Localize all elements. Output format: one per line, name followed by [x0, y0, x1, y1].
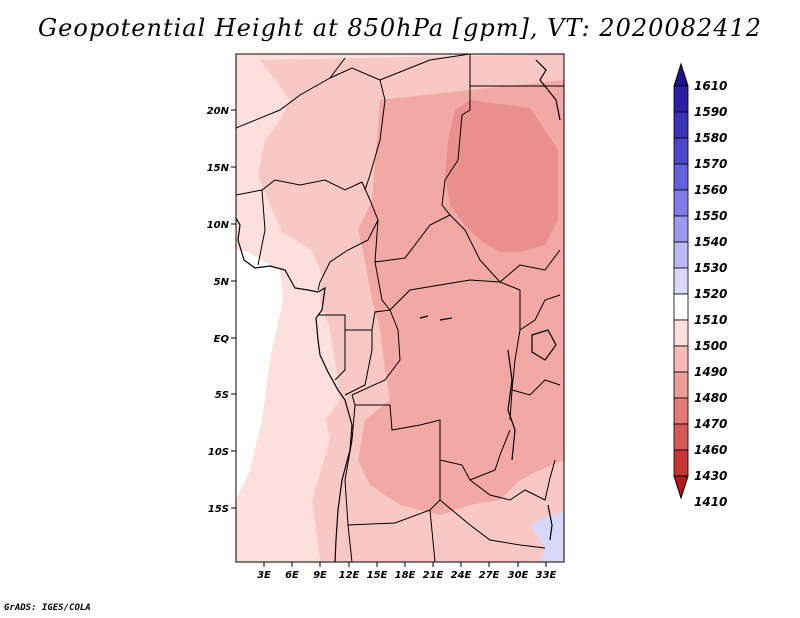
colorbar-segment	[673, 241, 689, 269]
colorbar-label: 1490	[694, 365, 727, 379]
lon-label: 6E	[285, 570, 299, 581]
plot-frame	[235, 53, 565, 563]
coastline	[236, 59, 561, 562]
colorbar-label: 1590	[694, 105, 727, 119]
colorbar-segment	[673, 137, 689, 165]
lon-label: 21E	[423, 570, 444, 581]
lat-label: EQ	[214, 334, 230, 345]
colorbar-segment	[673, 449, 689, 477]
lon-axis	[263, 562, 547, 567]
colorbar-label: 1430	[694, 469, 727, 483]
lat-label: 15S	[208, 504, 229, 515]
colorbar-segment	[673, 293, 689, 321]
colorbar-label: 1520	[694, 287, 727, 301]
colorbar-bottom-arrow	[673, 475, 689, 500]
colorbar-label: 1460	[694, 443, 727, 457]
lat-label: 5S	[215, 390, 229, 401]
lon-label: 24E	[451, 570, 472, 581]
map-title: Geopotential Height at 850hPa [gpm], VT:…	[38, 14, 762, 42]
colorbar-label: 1470	[694, 417, 727, 431]
lon-label: 15E	[367, 570, 388, 581]
colorbar-segment	[673, 189, 689, 217]
colorbar-label: 1570	[694, 157, 727, 171]
colorbar-label: 1560	[694, 183, 727, 197]
colorbar-label: 1510	[694, 313, 727, 327]
lat-axis	[231, 109, 236, 509]
colorbar-segment	[673, 319, 689, 347]
colorbar-segment	[673, 85, 689, 113]
field-shading	[236, 54, 564, 562]
colorbar-segment	[673, 111, 689, 139]
shading-1470	[445, 100, 558, 252]
grads-credit: GrADS: IGES/COLA	[4, 603, 91, 613]
lat-label: 5N	[214, 277, 230, 288]
colorbar-label: 1580	[694, 131, 727, 145]
colorbar-label: 1550	[694, 209, 727, 223]
colorbar-segment	[673, 215, 689, 243]
colorbar-label: 1530	[694, 261, 727, 275]
colorbar-top-arrow	[673, 62, 689, 87]
lat-label: 15N	[207, 163, 230, 174]
colorbar-segment	[673, 371, 689, 399]
colorbar-label: 1610	[694, 79, 727, 93]
colorbar-segment	[673, 267, 689, 295]
lon-label: 27E	[479, 570, 500, 581]
lon-label: 3E	[257, 570, 271, 581]
shading-1520	[530, 512, 564, 562]
lat-label: 10S	[208, 447, 229, 458]
lon-label: 30E	[508, 570, 529, 581]
colorbar: 1610 1590 1580 1570 1560 1550 1540 1530 1520 1510…	[673, 62, 727, 509]
lat-label: 20N	[207, 106, 230, 117]
colorbar-segment	[673, 423, 689, 451]
lat-label: 10N	[207, 220, 230, 231]
colorbar-label: 1540	[694, 235, 727, 249]
colorbar-label: 1480	[694, 391, 727, 405]
lon-label: 12E	[339, 570, 360, 581]
lon-label: 33E	[536, 570, 557, 581]
colorbar-label: 1410	[694, 495, 727, 509]
colorbar-segment	[673, 397, 689, 425]
colorbar-segment	[673, 163, 689, 191]
colorbar-segment	[673, 345, 689, 373]
colorbar-label: 1500	[694, 339, 727, 353]
lon-label: 18E	[395, 570, 416, 581]
lon-label: 9E	[313, 570, 327, 581]
country-boundaries	[236, 54, 564, 562]
